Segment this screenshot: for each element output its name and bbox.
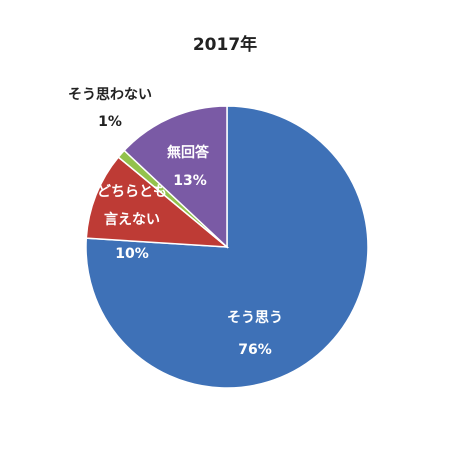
pie-slice (123, 105, 228, 249)
value-label: 76% (238, 342, 272, 358)
chart-title: 2017年 (193, 34, 257, 55)
slice-label: 無回答 (167, 144, 210, 161)
slice-label: そう思わない (68, 87, 152, 103)
value-label: 1% (98, 114, 122, 130)
value-label: 10% (115, 246, 149, 262)
pie-slice (85, 105, 369, 389)
value-label: 13% (173, 173, 207, 189)
slice-label: どちらとも言えない (97, 184, 167, 228)
pie-slice (85, 156, 230, 248)
slice-label: そう思う (227, 310, 283, 326)
